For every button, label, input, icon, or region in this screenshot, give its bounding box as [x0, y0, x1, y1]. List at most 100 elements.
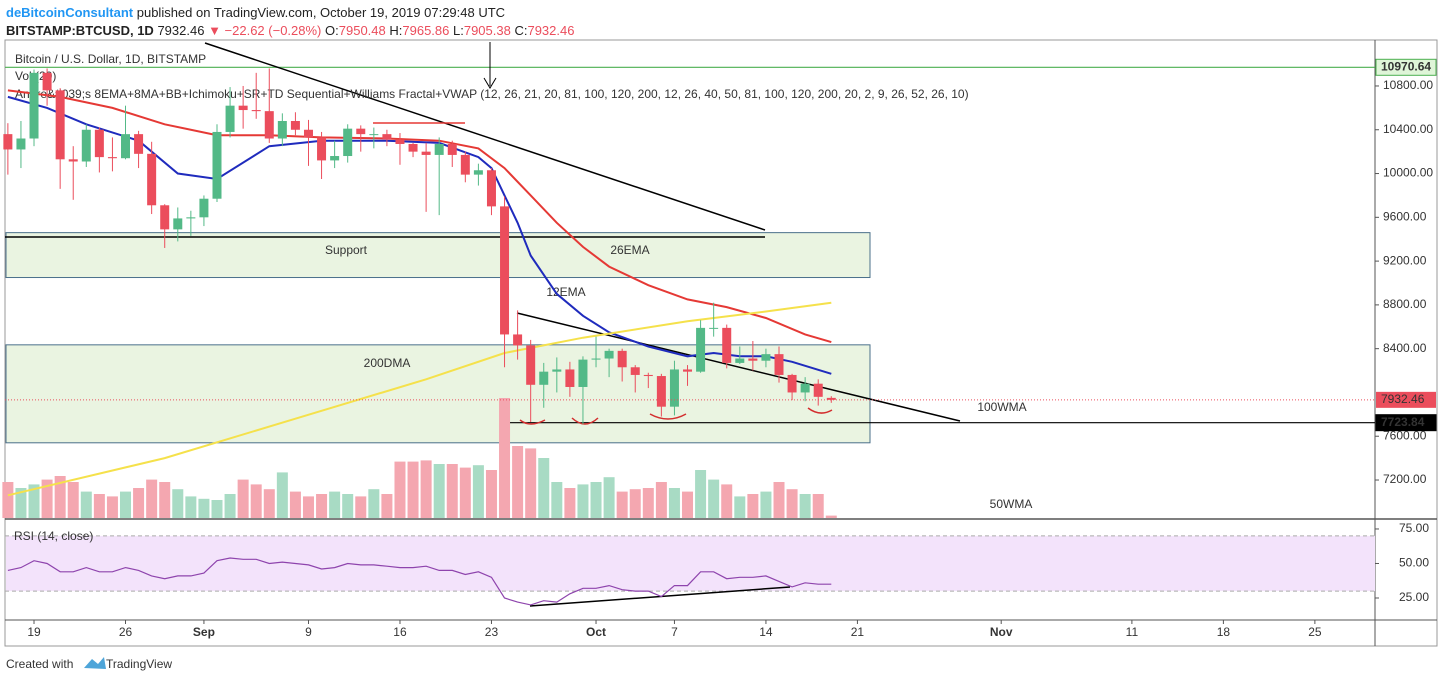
y-tick-label: 8800.00 — [1383, 297, 1427, 311]
volume-bar — [446, 464, 458, 518]
x-tick-label: 18 — [1217, 625, 1231, 639]
candle-body — [290, 120, 300, 130]
volume-bar — [629, 489, 641, 518]
candle-body — [343, 128, 353, 157]
footer-created: Created with — [6, 657, 73, 671]
candle-body — [186, 217, 196, 219]
volume-bar — [812, 494, 824, 518]
volume-bar — [708, 479, 720, 518]
candle-body — [748, 358, 758, 361]
volume-bar — [146, 479, 158, 518]
published: published on TradingView.com, October 19… — [136, 5, 506, 20]
candle-body — [526, 345, 536, 385]
candle-body — [813, 383, 823, 397]
volume-bar — [577, 484, 589, 518]
zone — [5, 232, 871, 279]
footer-brand[interactable]: TradingView — [106, 657, 172, 671]
volume-bar — [564, 488, 576, 518]
y-tick-label: 9600.00 — [1383, 209, 1427, 223]
x-tick-label: 25 — [1308, 625, 1322, 639]
price-tag — [1375, 58, 1437, 76]
volume-bar — [263, 489, 275, 518]
candle-body — [722, 327, 732, 363]
volume-bar — [485, 470, 497, 518]
volume-bar — [316, 494, 328, 518]
price-tag — [1376, 391, 1436, 408]
x-tick-label: 7 — [671, 625, 678, 639]
candle-body — [539, 371, 549, 385]
candle-body — [513, 334, 523, 346]
candle-body — [42, 72, 52, 91]
trend-line — [516, 312, 961, 422]
volume-bar — [695, 470, 707, 518]
candle-body — [408, 143, 418, 152]
candle-body — [421, 151, 431, 155]
volume-bar — [512, 446, 524, 518]
symbol: BITSTAMP:BTCUSD, 1D — [6, 23, 154, 38]
volume-bar — [41, 479, 53, 518]
x-tick-label: 11 — [1126, 625, 1139, 639]
candle-body — [578, 359, 588, 387]
bottom-marks — [519, 407, 833, 425]
o-v: 7950.48 — [338, 23, 386, 38]
candle-body — [565, 369, 575, 387]
frame — [4, 39, 1438, 647]
rsi-tick-label: 75.00 — [1399, 521, 1429, 535]
c-k: C: — [514, 23, 528, 38]
candle-body — [238, 105, 248, 111]
quote-line: BITSTAMP:BTCUSD, 1D 7932.46 ▼ −22.62 (−0… — [6, 22, 574, 40]
volume-bar — [355, 496, 367, 518]
volume-bar — [80, 491, 92, 518]
author[interactable]: deBitcoinConsultant — [6, 5, 134, 20]
candle-body — [473, 170, 483, 175]
volume-bar — [289, 491, 301, 518]
candle-body — [121, 134, 131, 159]
x-tick-label: 9 — [305, 625, 312, 639]
volume-bar — [459, 467, 471, 518]
ma-line — [7, 95, 832, 375]
candle-body — [251, 110, 261, 112]
h-v: 7965.86 — [402, 23, 450, 38]
price-tag-label: 7932.46 — [1381, 392, 1425, 406]
candle-body — [160, 205, 170, 230]
candle-body — [617, 350, 627, 368]
volume-bar — [368, 489, 380, 518]
volume-bar — [472, 465, 484, 518]
logo — [84, 657, 106, 669]
h-k: H: — [389, 23, 403, 38]
volume-bar — [381, 494, 393, 518]
candle-body — [107, 157, 117, 159]
volume-bar — [499, 398, 511, 518]
volume-bar — [172, 489, 184, 518]
legend-item: Andre&#039;s 8EMA+8MA+BB+Ichimoku+SR+TD … — [15, 87, 969, 101]
volume-bar — [603, 477, 615, 518]
y-tick-label: 8400.00 — [1383, 341, 1427, 355]
y-tick-label: 10800.00 — [1383, 78, 1433, 92]
candle-body — [16, 138, 26, 150]
candle-body — [81, 129, 91, 162]
volume-bar — [407, 461, 419, 518]
volume-bar — [342, 494, 354, 518]
volume-bar — [799, 494, 811, 518]
x-tick-label: Sep — [193, 625, 215, 639]
volume-bar — [538, 458, 550, 518]
candle-body — [486, 170, 496, 207]
l-v: 7905.38 — [463, 23, 511, 38]
volume-bar — [551, 482, 563, 518]
candle-body — [774, 354, 784, 375]
candle-body — [382, 134, 392, 140]
volume-bar — [120, 491, 132, 518]
x-tick-label: 21 — [851, 625, 865, 639]
x-tick-label: Nov — [990, 625, 1013, 639]
volume-bar — [786, 489, 798, 518]
candle-body — [683, 369, 693, 372]
series-label: 12EMA — [546, 285, 585, 299]
candle-body — [369, 134, 379, 136]
candle-body — [94, 129, 104, 158]
volume-bar — [237, 479, 249, 518]
trend-line — [204, 42, 766, 231]
volume-bar — [825, 515, 837, 518]
candle-body — [212, 131, 222, 199]
